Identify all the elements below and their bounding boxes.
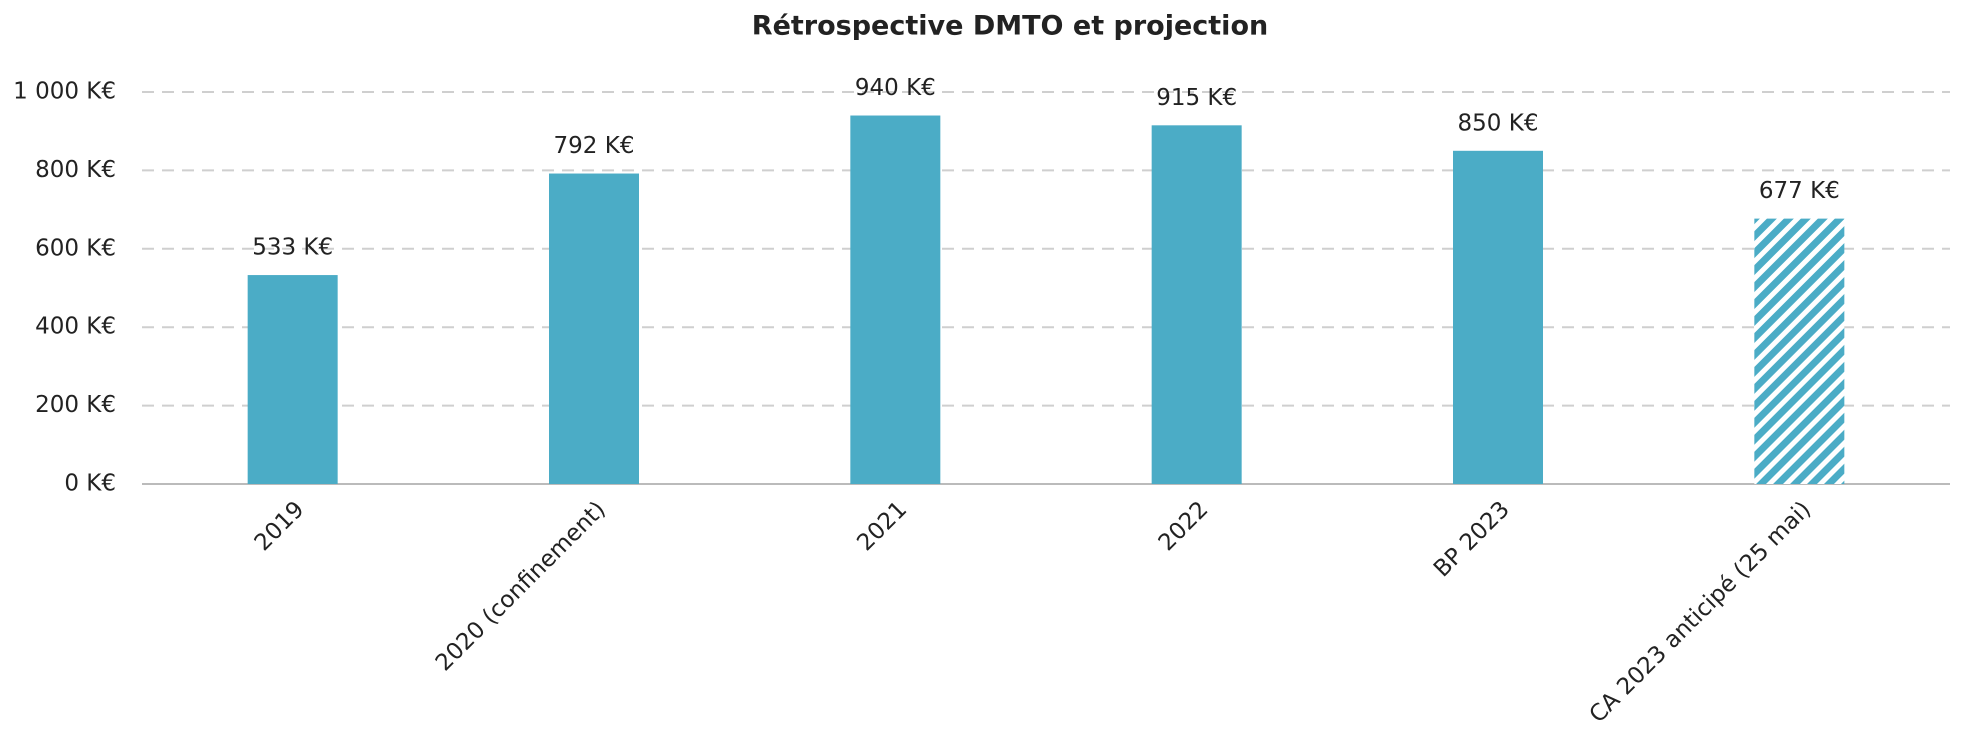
bar bbox=[1754, 218, 1845, 484]
x-tick-label: 2022 bbox=[1154, 496, 1214, 556]
bar bbox=[1453, 150, 1543, 485]
x-tick-label: 2020 (confinement) bbox=[431, 496, 611, 676]
bar bbox=[1151, 125, 1242, 484]
value-label: 940 K€ bbox=[855, 75, 936, 101]
x-tick-label: BP 2023 bbox=[1429, 496, 1515, 582]
x-tick-label: 2021 bbox=[852, 496, 912, 556]
chart-title: Rétrospective DMTO et projection bbox=[752, 11, 1268, 42]
y-tick-label: 0 K€ bbox=[64, 471, 116, 497]
y-tick-label: 800 K€ bbox=[35, 157, 116, 183]
bar bbox=[247, 275, 338, 484]
x-tick-label: CA 2023 anticipé (25 mai) bbox=[1585, 496, 1817, 728]
y-tick-label: 1 000 K€ bbox=[13, 79, 116, 105]
bar bbox=[549, 173, 639, 484]
y-tick-label: 400 K€ bbox=[35, 314, 116, 340]
y-tick-label: 600 K€ bbox=[35, 235, 116, 261]
x-tick-label: 2019 bbox=[250, 496, 310, 556]
value-label: 533 K€ bbox=[252, 235, 333, 261]
y-tick-label: 200 K€ bbox=[35, 392, 116, 418]
value-label: 915 K€ bbox=[1156, 85, 1237, 111]
value-label: 792 K€ bbox=[554, 133, 635, 159]
value-label: 677 K€ bbox=[1759, 178, 1840, 204]
value-label: 850 K€ bbox=[1458, 110, 1539, 136]
bar bbox=[850, 115, 941, 485]
